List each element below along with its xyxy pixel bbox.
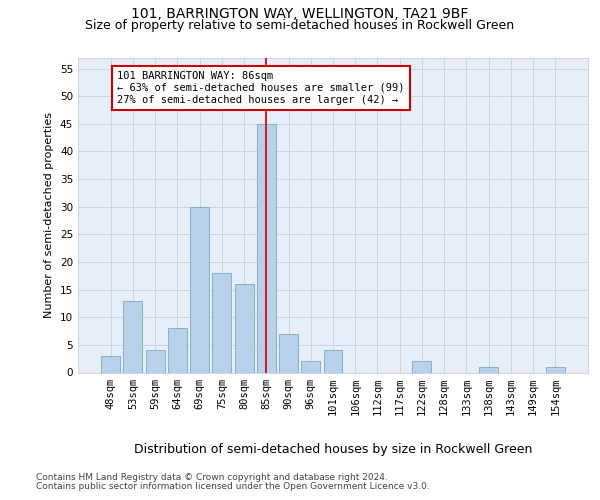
Bar [323, 350, 343, 372]
Bar [235, 284, 254, 372]
Bar [124, 300, 142, 372]
Bar [546, 367, 565, 372]
Bar [146, 350, 164, 372]
Bar [257, 124, 276, 372]
Bar [190, 206, 209, 372]
Text: 101 BARRINGTON WAY: 86sqm
← 63% of semi-detached houses are smaller (99)
27% of : 101 BARRINGTON WAY: 86sqm ← 63% of semi-… [118, 72, 405, 104]
Text: 101, BARRINGTON WAY, WELLINGTON, TA21 9BF: 101, BARRINGTON WAY, WELLINGTON, TA21 9B… [131, 8, 469, 22]
Bar [212, 273, 231, 372]
Text: Contains public sector information licensed under the Open Government Licence v3: Contains public sector information licen… [36, 482, 430, 491]
Text: Size of property relative to semi-detached houses in Rockwell Green: Size of property relative to semi-detach… [85, 18, 515, 32]
Y-axis label: Number of semi-detached properties: Number of semi-detached properties [44, 112, 55, 318]
Text: Contains HM Land Registry data © Crown copyright and database right 2024.: Contains HM Land Registry data © Crown c… [36, 472, 388, 482]
Bar [412, 362, 431, 372]
Bar [279, 334, 298, 372]
Bar [479, 367, 498, 372]
Bar [301, 362, 320, 372]
Bar [101, 356, 120, 372]
Text: Distribution of semi-detached houses by size in Rockwell Green: Distribution of semi-detached houses by … [134, 442, 532, 456]
Bar [168, 328, 187, 372]
